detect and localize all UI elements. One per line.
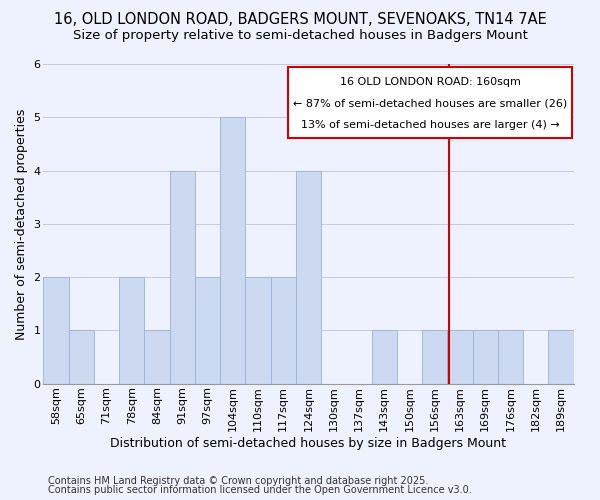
Bar (548, 330, 574, 384)
Text: 13% of semi-detached houses are larger (4) →: 13% of semi-detached houses are larger (… (301, 120, 560, 130)
Bar (245, 277, 271, 384)
Bar (473, 330, 498, 384)
Bar (195, 277, 220, 384)
Bar (69, 330, 94, 384)
Text: Contains public sector information licensed under the Open Government Licence v3: Contains public sector information licen… (48, 485, 472, 495)
Text: 16, OLD LONDON ROAD, BADGERS MOUNT, SEVENOAKS, TN14 7AE: 16, OLD LONDON ROAD, BADGERS MOUNT, SEVE… (53, 12, 547, 28)
Bar (448, 330, 473, 384)
Bar (296, 170, 321, 384)
Text: 16 OLD LONDON ROAD: 160sqm: 16 OLD LONDON ROAD: 160sqm (340, 78, 521, 88)
Bar (422, 330, 448, 384)
Y-axis label: Number of semi-detached properties: Number of semi-detached properties (15, 108, 28, 340)
Bar (119, 277, 145, 384)
FancyBboxPatch shape (289, 66, 572, 138)
Text: Size of property relative to semi-detached houses in Badgers Mount: Size of property relative to semi-detach… (73, 29, 527, 42)
Bar (271, 277, 296, 384)
Bar (43, 277, 69, 384)
Bar (170, 170, 195, 384)
X-axis label: Distribution of semi-detached houses by size in Badgers Mount: Distribution of semi-detached houses by … (110, 437, 506, 450)
Bar (371, 330, 397, 384)
Bar (220, 118, 245, 384)
Bar (145, 330, 170, 384)
Bar (498, 330, 523, 384)
Text: Contains HM Land Registry data © Crown copyright and database right 2025.: Contains HM Land Registry data © Crown c… (48, 476, 428, 486)
Text: ← 87% of semi-detached houses are smaller (26): ← 87% of semi-detached houses are smalle… (293, 98, 568, 108)
